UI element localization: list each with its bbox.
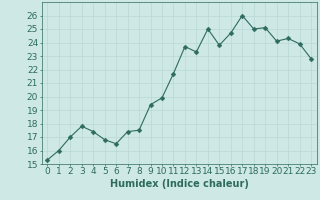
X-axis label: Humidex (Indice chaleur): Humidex (Indice chaleur) <box>110 179 249 189</box>
